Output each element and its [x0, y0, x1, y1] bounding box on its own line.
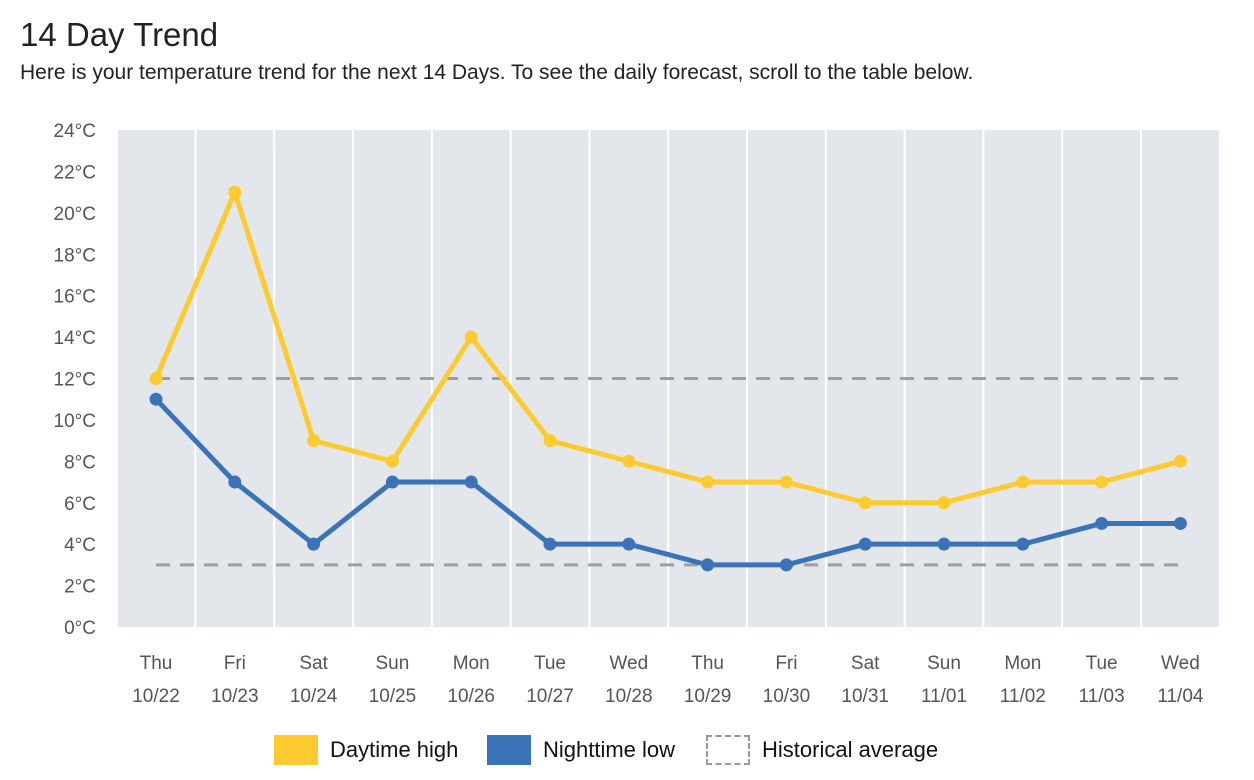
nighttime-low-point	[937, 537, 951, 551]
nighttime-low-point	[385, 475, 399, 489]
daytime-high-point	[937, 496, 951, 510]
y-tick-label: 18°C	[54, 245, 96, 266]
x-tick-day-label: Fri	[224, 653, 246, 674]
historical-average-lines	[156, 377, 1181, 567]
x-tick-date-label: 10/31	[841, 686, 889, 707]
daytime-high-point	[701, 475, 715, 489]
y-tick-label: 16°C	[54, 287, 96, 308]
x-tick-day-label: Fri	[775, 653, 797, 674]
legend-label-daytime-high: Daytime high	[330, 737, 459, 762]
x-tick-date-label: 11/01	[921, 686, 967, 707]
daytime-high-point	[385, 454, 399, 468]
x-tick-day-label: Thu	[140, 653, 173, 674]
x-axis-ticks: Thu 10/22 Fri 10/23 Sat 10/24 Sun 10/25 Mon 10/26…	[132, 653, 1204, 707]
nighttime-low-point	[149, 392, 163, 406]
daytime-high-point	[1173, 454, 1187, 468]
x-tick-date-label: 11/03	[1079, 686, 1125, 707]
nighttime-low-point	[858, 537, 872, 551]
legend-label-nighttime-low: Nighttime low	[543, 737, 676, 762]
y-tick-label: 20°C	[54, 204, 96, 225]
x-tick-day-label: Sat	[299, 653, 328, 674]
daytime-high-point	[622, 454, 636, 468]
y-axis-ticks: 0°C 2°C 4°C 6°C 8°C 10°C 12°C 14°C 16°C 18°C 20°C 2…	[54, 121, 96, 639]
daytime-high-point	[779, 475, 793, 489]
y-tick-label: 4°C	[64, 535, 96, 556]
legend-item-nighttime-low[interactable]: Nighttime low	[487, 732, 675, 768]
x-tick-day-label: Mon	[453, 653, 490, 674]
x-tick-date-label: 10/27	[526, 686, 574, 707]
nighttime-low-point	[779, 558, 793, 572]
x-tick-date-label: 10/26	[447, 686, 495, 707]
x-tick-day-label: Tue	[534, 653, 566, 674]
chart-title: 14 Day Trend	[20, 16, 219, 53]
daytime-high-point	[228, 185, 242, 199]
nighttime-low-line	[154, 397, 1181, 568]
daytime-high-point	[1095, 475, 1109, 489]
legend-swatch-nighttime-low	[487, 735, 531, 765]
x-tick-date-label: 10/23	[211, 686, 259, 707]
nighttime-low-point	[307, 537, 321, 551]
legend-item-historical-average[interactable]: Historical average	[706, 732, 938, 768]
daytime-high-point	[543, 434, 557, 448]
nighttime-low-point	[622, 537, 636, 551]
x-tick-day-label: Sat	[851, 653, 880, 674]
x-tick-day-label: Wed	[609, 653, 648, 674]
daytime-high-line	[153, 189, 1182, 506]
x-tick-date-label: 10/29	[684, 686, 732, 707]
x-tick-date-label: 10/25	[369, 686, 417, 707]
legend-label-historical-average: Historical average	[762, 737, 939, 762]
temperature-trend-chart: 0°C 2°C 4°C 6°C 8°C 10°C 12°C 14°C 16°C 18°C 20°C 2…	[54, 121, 1221, 707]
y-tick-label: 2°C	[64, 577, 96, 598]
y-tick-label: 22°C	[54, 162, 96, 183]
x-tick-day-label: Sun	[927, 653, 961, 674]
x-tick-day-label: Tue	[1086, 653, 1118, 674]
x-tick-date-label: 10/24	[290, 686, 338, 707]
x-tick-day-label: Thu	[691, 653, 724, 674]
chart-subtitle: Here is your temperature trend for the n…	[20, 61, 974, 84]
nighttime-low-point	[464, 475, 478, 489]
nighttime-low-point	[543, 537, 557, 551]
series-lines	[149, 185, 1187, 572]
daytime-high-point	[149, 372, 163, 385]
x-tick-date-label: 11/02	[1000, 686, 1046, 707]
y-tick-label: 14°C	[54, 328, 96, 349]
y-tick-label: 0°C	[64, 618, 96, 639]
nighttime-low-point	[701, 558, 715, 572]
x-tick-day-label: Mon	[1004, 653, 1041, 674]
daytime-high-point	[307, 434, 321, 448]
daytime-high-point	[464, 330, 478, 344]
legend-item-daytime-high[interactable]: Daytime high	[274, 732, 458, 768]
x-tick-day-label: Sun	[375, 653, 409, 674]
legend-swatch-historical-average	[706, 735, 750, 765]
y-tick-label: 8°C	[64, 452, 96, 473]
nighttime-low-point	[1016, 537, 1030, 551]
legend: Daytime high Nighttime low Historical av…	[0, 732, 1254, 768]
legend-swatch-daytime-high	[274, 735, 318, 765]
y-tick-label: 10°C	[54, 411, 96, 432]
nighttime-low-point	[228, 475, 242, 489]
x-tick-day-label: Wed	[1161, 653, 1200, 674]
x-tick-date-label: 11/04	[1157, 686, 1204, 707]
nighttime-low-point	[1095, 516, 1109, 530]
x-tick-date-label: 10/22	[132, 686, 180, 707]
y-tick-label: 6°C	[64, 494, 96, 515]
nighttime-low-point	[1173, 516, 1187, 530]
y-tick-label: 12°C	[54, 370, 96, 391]
daytime-high-point	[858, 496, 872, 510]
x-tick-date-label: 10/28	[605, 686, 653, 707]
y-tick-label: 24°C	[54, 121, 96, 142]
x-tick-date-label: 10/30	[763, 686, 811, 707]
daytime-high-point	[1016, 475, 1030, 489]
